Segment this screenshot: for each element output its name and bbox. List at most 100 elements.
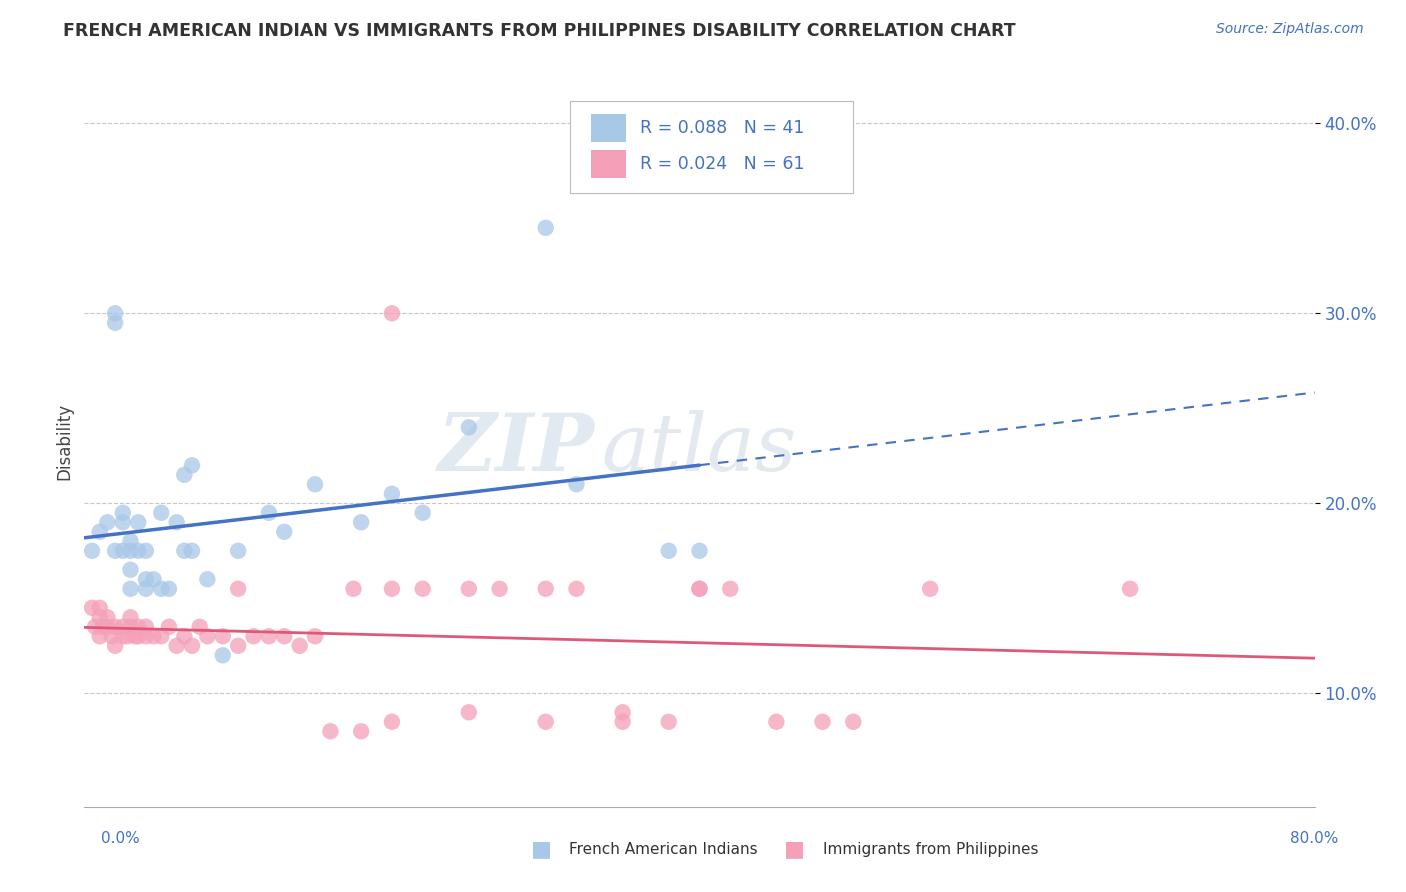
Point xyxy=(350,724,373,739)
Point xyxy=(920,582,942,596)
Point xyxy=(104,316,127,330)
Point xyxy=(381,714,404,729)
Point xyxy=(111,543,134,558)
Point xyxy=(412,582,434,596)
Point xyxy=(157,582,180,596)
Point xyxy=(273,524,295,539)
Point xyxy=(127,516,149,530)
Point xyxy=(127,629,149,643)
Point xyxy=(226,639,249,653)
Text: R = 0.024   N = 61: R = 0.024 N = 61 xyxy=(641,155,804,173)
Text: 80.0%: 80.0% xyxy=(1291,831,1339,846)
Point xyxy=(80,600,103,615)
Point xyxy=(689,543,711,558)
Point xyxy=(226,543,249,558)
Point xyxy=(135,629,157,643)
Point xyxy=(412,506,434,520)
Point xyxy=(173,629,195,643)
Point xyxy=(89,524,111,539)
Point xyxy=(104,639,127,653)
Point xyxy=(381,487,404,501)
Point xyxy=(534,714,557,729)
Text: ZIP: ZIP xyxy=(439,410,595,488)
Point xyxy=(1119,582,1142,596)
Point xyxy=(612,706,634,720)
FancyBboxPatch shape xyxy=(571,102,853,193)
Point xyxy=(381,306,404,320)
Point xyxy=(288,639,311,653)
Point xyxy=(127,620,149,634)
Point xyxy=(381,582,404,596)
Point xyxy=(488,582,510,596)
Point xyxy=(124,629,146,643)
Point xyxy=(142,572,165,586)
Point xyxy=(242,629,264,643)
Point xyxy=(111,506,134,520)
Point xyxy=(457,420,479,434)
Point xyxy=(342,582,364,596)
Point xyxy=(197,572,219,586)
Point xyxy=(534,582,557,596)
Point xyxy=(135,620,157,634)
Point xyxy=(120,534,142,549)
Point xyxy=(120,610,142,624)
Bar xyxy=(592,151,626,178)
Point xyxy=(135,543,157,558)
Text: 0.0%: 0.0% xyxy=(101,831,141,846)
Point xyxy=(120,620,142,634)
Point xyxy=(350,516,373,530)
Text: atlas: atlas xyxy=(602,410,796,488)
Point xyxy=(135,582,157,596)
Point xyxy=(273,629,295,643)
Point xyxy=(842,714,865,729)
Point xyxy=(173,467,195,482)
Point xyxy=(257,629,280,643)
Text: R = 0.088   N = 41: R = 0.088 N = 41 xyxy=(641,119,804,136)
Point xyxy=(173,543,195,558)
Point xyxy=(150,582,173,596)
Text: Immigrants from Philippines: Immigrants from Philippines xyxy=(823,842,1038,856)
Point xyxy=(534,220,557,235)
Point xyxy=(89,610,111,624)
Point xyxy=(117,629,139,643)
Point xyxy=(197,629,219,643)
Point xyxy=(658,714,681,729)
Point xyxy=(84,620,107,634)
Point xyxy=(226,582,249,596)
Point xyxy=(689,582,711,596)
Text: Source: ZipAtlas.com: Source: ZipAtlas.com xyxy=(1216,22,1364,37)
Point xyxy=(120,543,142,558)
Point xyxy=(257,506,280,520)
Point xyxy=(120,582,142,596)
Point xyxy=(765,714,787,729)
Bar xyxy=(592,114,626,142)
Point xyxy=(89,629,111,643)
Point xyxy=(304,477,326,491)
Point xyxy=(565,477,588,491)
Point xyxy=(457,706,479,720)
Point xyxy=(689,582,711,596)
Point xyxy=(181,639,204,653)
Point xyxy=(127,543,149,558)
Point xyxy=(658,543,681,558)
Point xyxy=(211,648,233,663)
Point xyxy=(104,620,127,634)
Point xyxy=(211,629,233,643)
Point xyxy=(150,506,173,520)
Point xyxy=(718,582,741,596)
Point xyxy=(111,516,134,530)
Y-axis label: Disability: Disability xyxy=(55,403,73,480)
Point xyxy=(811,714,834,729)
Point xyxy=(104,306,127,320)
Point xyxy=(120,563,142,577)
Point xyxy=(101,629,124,643)
Point xyxy=(457,582,479,596)
Point xyxy=(157,620,180,634)
Point xyxy=(91,620,114,634)
Point xyxy=(150,629,173,643)
Point xyxy=(142,629,165,643)
Point xyxy=(96,620,118,634)
Text: ■: ■ xyxy=(531,839,551,859)
Point xyxy=(111,629,134,643)
Point xyxy=(96,610,118,624)
